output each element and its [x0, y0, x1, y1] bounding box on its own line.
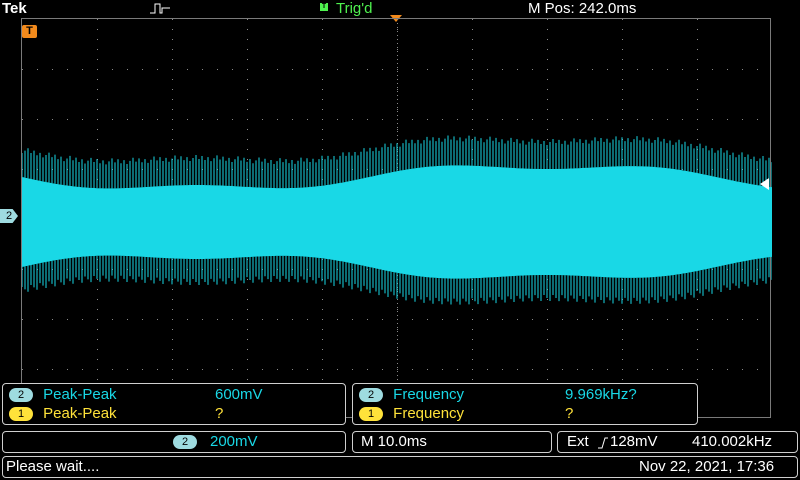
measurement-row: 2 Frequency 9.969kHz? — [359, 386, 689, 404]
timebase-panel[interactable]: M 10.0ms — [352, 431, 552, 453]
measurement-value: ? — [565, 405, 574, 422]
trigger-frequency: 410.002kHz — [692, 433, 773, 450]
channel1-badge: 1 — [359, 407, 383, 422]
status-bar: Please wait.... Nov 22, 2021, 17:36 — [2, 456, 798, 478]
measurement-name: Frequency — [393, 386, 465, 403]
channel2-scale-panel[interactable]: 2 200mV — [2, 431, 346, 453]
channel1-badge: 1 — [9, 407, 33, 422]
brand-logo: Tek — [2, 0, 27, 17]
channel2-badge: 2 — [359, 388, 383, 403]
measurement-value: ? — [215, 405, 224, 422]
channel2-waveform — [22, 135, 772, 305]
measurement-panel-left[interactable]: 2 Peak-Peak 600mV 1 Peak-Peak ? — [2, 383, 346, 425]
acquisition-pulse-icon — [150, 3, 170, 14]
measurement-name: Peak-Peak — [43, 386, 117, 403]
measurement-row: 1 Peak-Peak ? — [9, 405, 339, 423]
channel2-badge: 2 — [9, 388, 33, 403]
trigger-level-arrow-icon — [760, 178, 769, 190]
trigger-level: 128mV — [610, 433, 658, 450]
date-time: Nov 22, 2021, 17:36 — [639, 458, 775, 475]
trigger-level-marker[interactable]: T — [22, 25, 37, 38]
channel2-scale: 200mV — [210, 433, 258, 450]
measurement-name: Peak-Peak — [43, 405, 117, 422]
measurement-value: 9.969kHz? — [565, 386, 637, 403]
measurement-row: 2 Peak-Peak 600mV — [9, 386, 339, 404]
trigger-source: Ext — [567, 433, 589, 450]
channel2-badge: 2 — [173, 435, 197, 449]
measurement-value: 600mV — [215, 386, 263, 403]
trigger-channel-box: T — [320, 3, 328, 11]
measurement-row: 1 Frequency ? — [359, 405, 689, 423]
graticule — [22, 19, 772, 416]
status-message: Please wait.... — [6, 458, 100, 475]
measurement-panel-right[interactable]: 2 Frequency 9.969kHz? 1 Frequency ? — [352, 383, 698, 425]
waveform-display[interactable] — [21, 18, 772, 418]
trigger-settings-panel[interactable]: Ext 128mV 410.002kHz — [557, 431, 798, 453]
rising-edge-icon — [598, 437, 608, 449]
top-status-bar: Tek T Trig'd M Pos: 242.0ms — [0, 0, 800, 18]
timebase: M 10.0ms — [361, 433, 427, 450]
trigger-status: Trig'd — [336, 0, 373, 17]
measurement-name: Frequency — [393, 405, 465, 422]
horizontal-position: M Pos: 242.0ms — [528, 0, 637, 17]
channel2-ground-marker[interactable]: 2 — [0, 209, 18, 223]
